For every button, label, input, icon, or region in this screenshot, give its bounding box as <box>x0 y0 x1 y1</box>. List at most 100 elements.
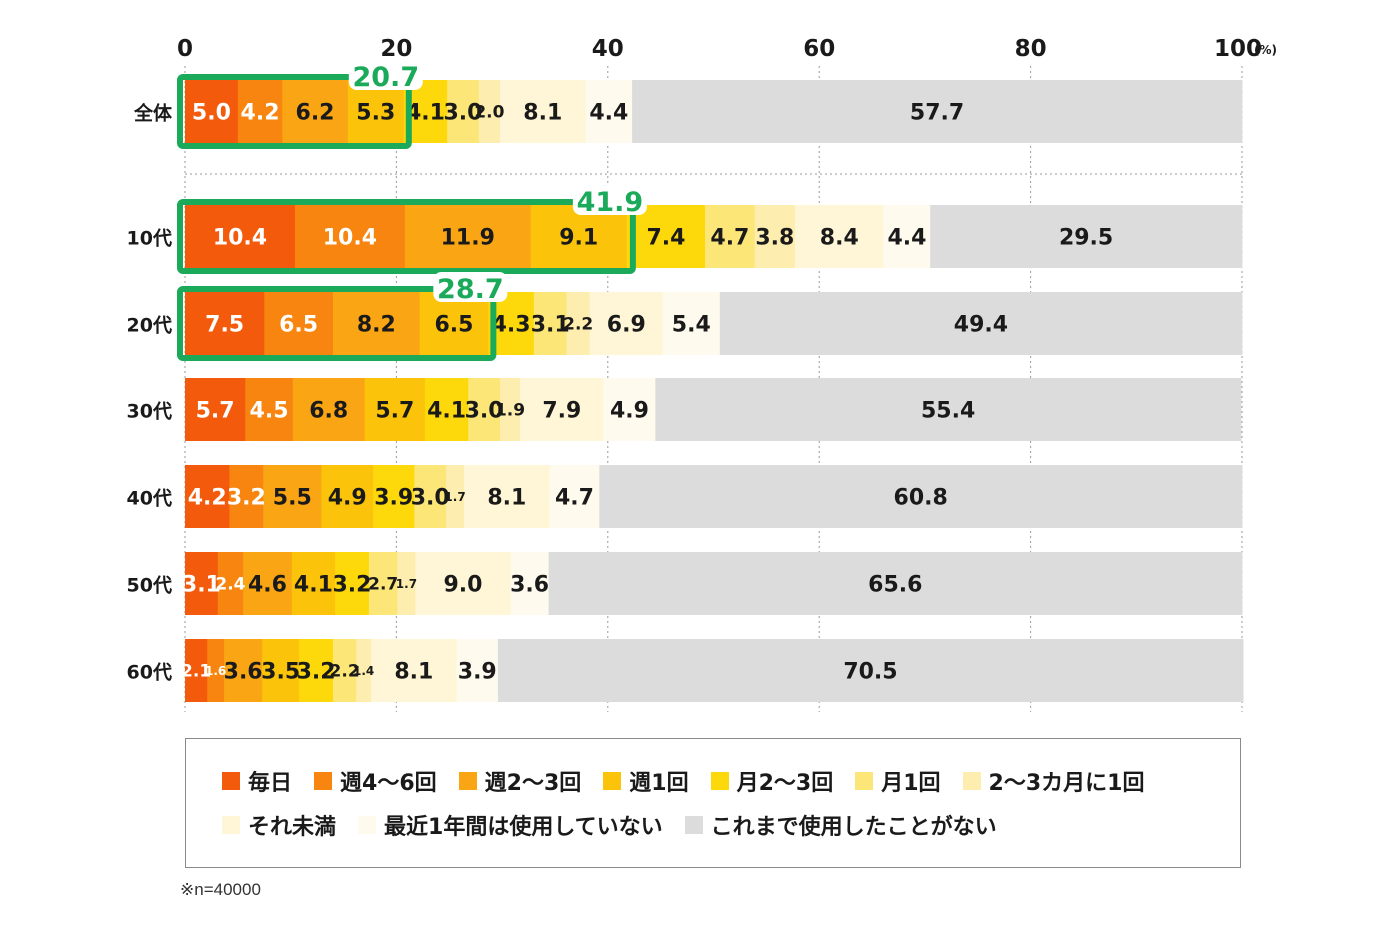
x-axis-ticks: 0 20 40 60 80 100(%) <box>177 36 1277 62</box>
legend-item: 毎日 <box>222 765 292 797</box>
bar-segment <box>263 465 322 528</box>
legend-swatch <box>855 772 874 790</box>
bar-segment <box>883 205 931 268</box>
bar-segment <box>299 639 334 702</box>
data-label: 4.1 <box>406 100 445 125</box>
data-label: 4.2 <box>188 485 227 510</box>
data-label: 5.7 <box>375 398 414 423</box>
legend-label: 週1回 <box>629 771 689 796</box>
bar-segment <box>754 205 796 268</box>
weekly-highlight-box <box>177 74 412 149</box>
bar-segment <box>237 80 283 143</box>
data-label: 8.4 <box>820 225 859 250</box>
bar-segment <box>397 552 416 615</box>
bar-segment <box>207 639 225 702</box>
data-label: 10.4 <box>213 225 267 250</box>
data-label: 57.7 <box>910 100 964 125</box>
data-label: 2.0 <box>474 103 504 123</box>
data-label: 60.8 <box>894 485 948 510</box>
bar-segment <box>332 639 357 702</box>
data-label: 2.7 <box>368 575 398 595</box>
data-label: 1.4 <box>353 664 374 678</box>
bar-segment <box>499 80 587 143</box>
data-label: 3.8 <box>755 225 794 250</box>
data-label: 3.6 <box>510 572 549 597</box>
bar-segment <box>468 378 501 441</box>
legend-label: 毎日 <box>248 771 293 796</box>
data-label: 6.5 <box>279 312 318 337</box>
grid-lines <box>184 66 1243 712</box>
bar-segment <box>930 205 1243 268</box>
bar-segment <box>530 205 628 268</box>
x-tick-label: 80 <box>1015 36 1047 62</box>
sample-size-note: ※n=40000 <box>180 880 261 899</box>
bar-segment <box>599 465 1243 528</box>
legend-swatch <box>962 772 981 790</box>
bar-segment <box>373 465 415 528</box>
data-label: 3.2 <box>227 485 266 510</box>
data-label: 6.9 <box>607 312 646 337</box>
data-label: 2.2 <box>330 662 360 682</box>
data-label: 9.0 <box>443 572 482 597</box>
data-label: 2.2 <box>563 315 593 335</box>
data-label: 4.7 <box>710 225 749 250</box>
x-tick-label: 100 <box>1214 36 1262 62</box>
bar-segment <box>185 80 239 143</box>
legend-label: 週2～3回 <box>484 771 582 796</box>
bar-segment <box>224 639 263 702</box>
bar-segment <box>185 292 265 355</box>
bar-segment <box>662 292 721 355</box>
legend-swatch <box>603 772 622 790</box>
bar-segment <box>447 80 480 143</box>
data-label: 4.4 <box>589 100 628 125</box>
data-label: 70.5 <box>843 659 897 684</box>
bar-segment <box>356 639 372 702</box>
data-label: 4.9 <box>328 485 367 510</box>
bar-segment <box>424 378 469 441</box>
data-label: 3.0 <box>465 398 504 423</box>
data-label: 4.1 <box>294 572 333 597</box>
legend: 毎日 週4～6回 週2～3回 週1回 月2～3回 月1回 2～3カ月に1回 それ未満 最近1年… <box>185 738 1241 868</box>
x-tick-label: 0 <box>177 36 193 62</box>
legend-swatch <box>222 816 240 834</box>
legend-swatch <box>684 816 703 834</box>
data-label: 5.7 <box>196 398 235 423</box>
weekly-total-bg <box>433 272 508 302</box>
data-label: 4.1 <box>427 398 466 423</box>
category-label: 全体 <box>133 102 173 125</box>
data-label: 11.9 <box>441 225 495 250</box>
bar-segment <box>446 465 465 528</box>
bar-segment <box>185 465 230 528</box>
data-label: 9.1 <box>559 225 598 250</box>
bar-segment <box>185 378 246 441</box>
category-label: 10代 <box>127 228 172 250</box>
bar-segment <box>497 639 1244 702</box>
data-label: 1.7 <box>396 577 417 591</box>
data-label: 4.9 <box>610 398 649 423</box>
legend-swatch <box>710 772 729 790</box>
category-label: 30代 <box>127 401 172 423</box>
bar-segment <box>589 292 664 355</box>
bar-segment <box>332 292 421 355</box>
weekly-total-label: 41.9 <box>577 187 644 218</box>
data-label: 6.2 <box>296 100 335 125</box>
legend-item: 月1回 <box>855 765 941 797</box>
legend-item: 週4～6回 <box>314 765 437 797</box>
legend-label: 月1回 <box>881 771 941 796</box>
data-label: 4.5 <box>250 398 289 423</box>
bar-segment <box>626 205 706 268</box>
bar-segment <box>478 80 501 143</box>
bar-segment <box>262 639 300 702</box>
legend-item: これまで使用したことがない <box>684 809 997 841</box>
bar-segment <box>632 80 1243 143</box>
legend-swatch <box>358 816 377 834</box>
bar-segment <box>510 552 550 615</box>
legend-item: それ未満 <box>222 809 336 841</box>
stacked-bar-chart: 0 20 40 60 80 100(%) 5.0 4.2 6.2 5.3 4.13.02.0 8.1… <box>127 36 1277 712</box>
x-axis-unit: (%) <box>1254 43 1277 57</box>
bar-segment <box>364 378 426 441</box>
data-label: 3.0 <box>411 485 450 510</box>
weekly-total-label: 20.7 <box>352 62 419 93</box>
data-label: 55.4 <box>921 398 975 423</box>
legend-label: 月2～3回 <box>736 771 834 796</box>
